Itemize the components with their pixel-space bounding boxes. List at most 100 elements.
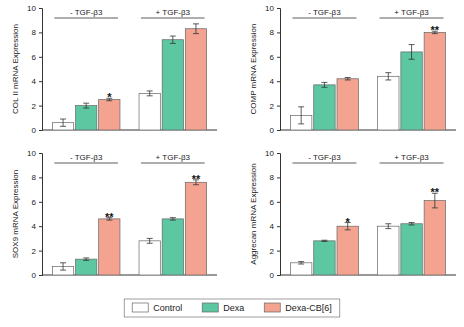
y-axis: 0246810 bbox=[265, 149, 280, 280]
bar bbox=[290, 263, 311, 275]
significance: ** bbox=[431, 186, 440, 198]
group-bracket bbox=[380, 18, 444, 19]
y-tick: 4 bbox=[270, 77, 280, 86]
y-axis-line bbox=[277, 154, 281, 276]
bar bbox=[99, 100, 120, 131]
bar bbox=[337, 79, 358, 130]
error-bar bbox=[385, 224, 391, 229]
y-tick-mark bbox=[277, 8, 280, 9]
y-tick-mark bbox=[39, 251, 42, 252]
y-tick-label: 2 bbox=[270, 102, 275, 111]
error-bar bbox=[345, 78, 351, 80]
y-tick-mark bbox=[277, 130, 280, 131]
y-tick-label: 8 bbox=[32, 28, 37, 37]
bar bbox=[337, 226, 358, 275]
y-tick: 2 bbox=[270, 102, 280, 111]
y-tick-label: 4 bbox=[32, 222, 37, 231]
y-axis-line bbox=[39, 154, 43, 276]
group-bracket bbox=[292, 163, 356, 164]
error-bar bbox=[298, 107, 304, 124]
group-label: + TGF-β3 bbox=[156, 8, 191, 17]
panel: 0246810COMP mRNA Expression- TGF-β3+ TGF… bbox=[249, 4, 456, 135]
y-tick-label: 4 bbox=[32, 77, 37, 86]
y-tick-label: 6 bbox=[270, 198, 275, 207]
significance: * bbox=[346, 216, 351, 228]
y-tick-mark bbox=[39, 153, 42, 154]
y-tick-label: 0 bbox=[270, 126, 275, 135]
panel: 0246810COL II mRNA Expression- TGF-β3+ T… bbox=[11, 4, 217, 135]
legend-label: Dexa-CB[6] bbox=[285, 303, 332, 313]
y-tick-mark bbox=[277, 251, 280, 252]
y-tick-mark bbox=[277, 226, 280, 227]
significance: ** bbox=[431, 24, 440, 36]
group-label: + TGF-β3 bbox=[156, 153, 191, 162]
bar bbox=[424, 201, 445, 275]
y-tick: 0 bbox=[32, 126, 42, 135]
group-label: + TGF-β3 bbox=[394, 8, 429, 17]
legend-item: Dexa bbox=[202, 303, 244, 313]
y-tick: 4 bbox=[270, 222, 280, 231]
error-bar bbox=[83, 103, 89, 108]
group-label: + TGF-β3 bbox=[394, 153, 429, 162]
bar bbox=[401, 224, 422, 275]
legend-swatch bbox=[132, 303, 148, 312]
bar bbox=[314, 85, 335, 130]
y-axis-line bbox=[277, 9, 281, 131]
error-bar bbox=[298, 262, 304, 264]
y-tick-mark bbox=[39, 81, 42, 82]
significance: ** bbox=[105, 211, 114, 223]
bar bbox=[314, 241, 335, 275]
error-bar bbox=[385, 73, 391, 80]
plot-area bbox=[52, 180, 206, 275]
y-axis-title: SOX9 mRNA Expression bbox=[11, 170, 20, 258]
y-tick-mark bbox=[39, 8, 42, 9]
y-tick-label: 8 bbox=[32, 173, 37, 182]
figure: 0246810COL II mRNA Expression- TGF-β3+ T… bbox=[0, 0, 464, 327]
y-tick: 10 bbox=[265, 4, 280, 13]
y-tick-label: 4 bbox=[270, 222, 275, 231]
bar bbox=[162, 219, 183, 275]
y-tick: 4 bbox=[32, 77, 42, 86]
legend-box bbox=[124, 299, 340, 317]
y-tick-mark bbox=[277, 177, 280, 178]
y-tick-label: 6 bbox=[270, 53, 275, 62]
y-tick-mark bbox=[277, 32, 280, 33]
y-axis: 0 2 4 6 8 10 bbox=[265, 4, 280, 135]
y-tick: 2 bbox=[32, 102, 42, 111]
y-tick-mark bbox=[277, 202, 280, 203]
legend-item: Dexa-CB[6] bbox=[264, 303, 332, 313]
y-tick-label: 6 bbox=[32, 53, 37, 62]
bar bbox=[185, 182, 206, 275]
bar bbox=[424, 32, 445, 130]
legend-swatch bbox=[202, 303, 218, 312]
group-bracket bbox=[141, 163, 205, 164]
significance: * bbox=[107, 91, 112, 103]
panel: 0246810Aggrecan mRNA Expression- TGF-β3+… bbox=[249, 149, 456, 280]
y-axis: 0246810 bbox=[27, 4, 42, 135]
y-tick: 0 bbox=[270, 126, 280, 135]
y-tick-mark bbox=[39, 226, 42, 227]
y-tick-label: 2 bbox=[32, 247, 37, 256]
plot-area bbox=[290, 193, 445, 275]
error-bar bbox=[147, 91, 153, 96]
legend-label: Control bbox=[153, 303, 182, 313]
y-tick-label: 10 bbox=[265, 4, 274, 13]
legend-item: Control bbox=[132, 303, 182, 313]
y-tick-mark bbox=[39, 275, 42, 276]
error-bar bbox=[321, 82, 327, 87]
group-bracket bbox=[54, 163, 118, 164]
y-axis-title: COMP mRNA Expression bbox=[249, 24, 258, 115]
legend: Control Dexa Dexa-CB[6] bbox=[124, 299, 340, 317]
y-axis-title: Aggrecan mRNA Expression bbox=[249, 163, 258, 264]
y-tick-mark bbox=[39, 32, 42, 33]
bar bbox=[76, 259, 97, 275]
y-tick: 2 bbox=[32, 247, 42, 256]
y-tick: 8 bbox=[270, 28, 280, 37]
bar bbox=[185, 29, 206, 130]
error-bar bbox=[409, 223, 415, 225]
panel: 0246810SOX9 mRNA Expression- TGF-β3+ TGF… bbox=[11, 149, 217, 280]
legend-label: Dexa bbox=[223, 303, 244, 313]
error-bar bbox=[409, 45, 415, 60]
y-tick: 10 bbox=[27, 149, 42, 158]
y-tick-mark bbox=[277, 81, 280, 82]
